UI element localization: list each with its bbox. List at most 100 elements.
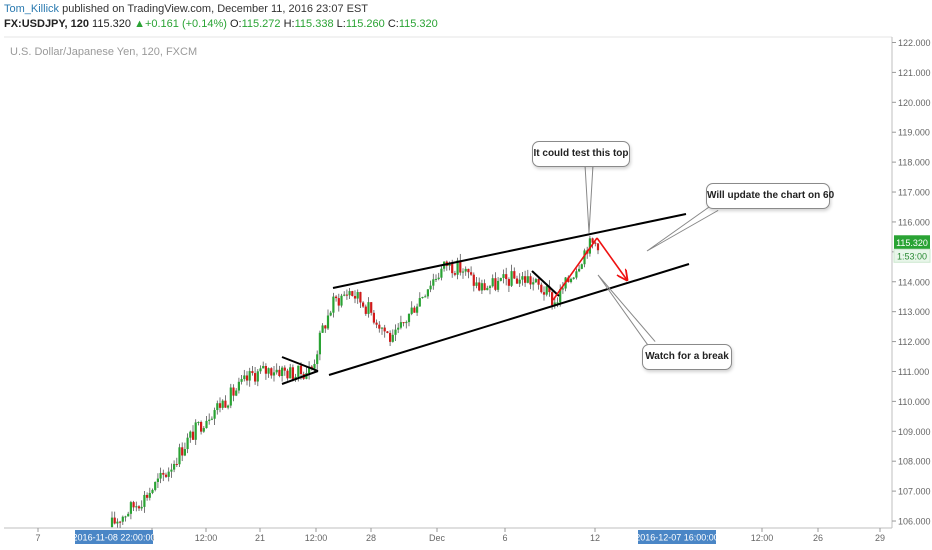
candle-up <box>154 481 157 490</box>
author-link[interactable]: Tom_Killick <box>4 3 60 15</box>
candle-up <box>208 419 211 421</box>
candle-up <box>227 405 230 408</box>
candle-down <box>386 331 389 333</box>
candle-up <box>267 368 270 374</box>
close-label: C: <box>387 18 399 30</box>
candle-down <box>254 373 257 382</box>
y-tick-label: 122.000 <box>898 38 931 48</box>
candle-up <box>129 502 132 514</box>
candle-down <box>537 279 540 285</box>
candle-up <box>407 313 411 323</box>
price-axis[interactable]: 106.000 107.000 108.000 109.000 110.000 111.0… <box>892 38 931 527</box>
published-text: published on TradingView.com, December 1… <box>62 3 369 15</box>
candle-up <box>326 315 330 329</box>
annotation-callout[interactable]: Watch for a break <box>642 344 732 370</box>
annotation-callout[interactable]: Will update the chart on 60 <box>706 183 834 209</box>
last-price: 115.320 <box>92 18 131 30</box>
candle-up <box>148 492 151 498</box>
candle-down <box>200 421 203 432</box>
candle-up <box>588 238 591 254</box>
y-tick-label: 121.000 <box>898 68 931 78</box>
countdown-badge-label: 1:53:00 <box>897 251 927 261</box>
candle-up <box>545 286 548 295</box>
time-badge <box>638 530 716 544</box>
candle-up <box>480 283 483 291</box>
candle-up <box>440 268 443 278</box>
callout-pointer <box>584 164 594 234</box>
candle-down <box>402 322 405 324</box>
candle-down <box>413 307 416 313</box>
y-tick-label: 116.000 <box>898 217 930 227</box>
axis-badges: 2016-11-08 22:00:00 2016-12-07 16:00:00 11… <box>73 235 931 544</box>
candle-up <box>578 268 581 272</box>
y-tick-label: 120.000 <box>898 98 931 108</box>
y-tick-label: 114.000 <box>898 277 930 287</box>
candle-up <box>575 271 578 278</box>
candle-up <box>189 431 192 438</box>
x-tick-label: 12:00 <box>751 533 774 543</box>
candle-down <box>299 365 303 375</box>
candle-down <box>245 375 249 381</box>
candle-up <box>297 365 300 377</box>
candle-up <box>213 410 216 419</box>
candle-up <box>572 277 575 279</box>
candle-up <box>197 421 200 423</box>
candle-up <box>521 276 524 280</box>
candle-down <box>529 276 532 285</box>
candle-down <box>162 472 165 475</box>
callout-pointer <box>646 203 719 252</box>
candle-up <box>534 279 537 283</box>
y-tick-label: 117.000 <box>898 188 930 198</box>
candle-up <box>210 418 213 420</box>
candle-up <box>526 276 529 283</box>
candle-up <box>499 277 502 281</box>
high-label: H: <box>283 18 295 30</box>
candle-down <box>370 302 373 313</box>
trendline[interactable] <box>531 270 560 297</box>
x-tick-label: 21 <box>255 533 265 543</box>
x-tick-label: 12 <box>590 533 600 543</box>
candle-up <box>216 403 219 411</box>
trendline[interactable] <box>281 370 319 385</box>
candle-up <box>281 367 284 377</box>
candle-down <box>286 370 289 379</box>
candle-up <box>332 296 335 313</box>
candle-up <box>486 287 489 291</box>
candle-up <box>205 420 208 429</box>
trendline[interactable] <box>332 213 687 289</box>
candle-up <box>510 271 513 286</box>
y-tick-label: 110.000 <box>898 397 930 407</box>
last-price-badge <box>894 235 930 250</box>
candle-down <box>164 474 168 477</box>
candle-up <box>461 271 465 273</box>
candle-up <box>248 371 251 381</box>
open-value: 115.272 <box>241 18 281 30</box>
y-tick-label: 113.000 <box>898 307 930 317</box>
trendline[interactable] <box>328 263 690 376</box>
projection-arrow[interactable] <box>552 237 598 301</box>
candle-up <box>416 306 419 313</box>
candle-down <box>362 302 365 307</box>
candle-up <box>151 489 154 493</box>
trendline[interactable] <box>281 356 319 372</box>
candle-down <box>467 268 470 273</box>
candle-up <box>397 327 400 330</box>
candle-up <box>553 302 556 306</box>
projection-arrow[interactable] <box>596 237 627 280</box>
candle-up <box>124 516 127 518</box>
candle-down <box>472 274 475 286</box>
candle-down <box>594 242 597 244</box>
trend-drawings[interactable] <box>281 164 719 385</box>
candle-up <box>110 517 114 527</box>
annotation-callout[interactable]: It could test this top <box>532 141 630 167</box>
candle-down <box>278 369 281 377</box>
candle-down <box>132 502 135 508</box>
candle-up <box>240 379 243 382</box>
candle-up <box>170 469 173 472</box>
symbol-label[interactable]: FX:USDJPY, 120 <box>4 18 89 30</box>
chart-title: U.S. Dollar/Japanese Yen, 120, FXCM <box>10 46 197 58</box>
candle-up <box>289 367 292 379</box>
candle-down <box>353 295 357 299</box>
